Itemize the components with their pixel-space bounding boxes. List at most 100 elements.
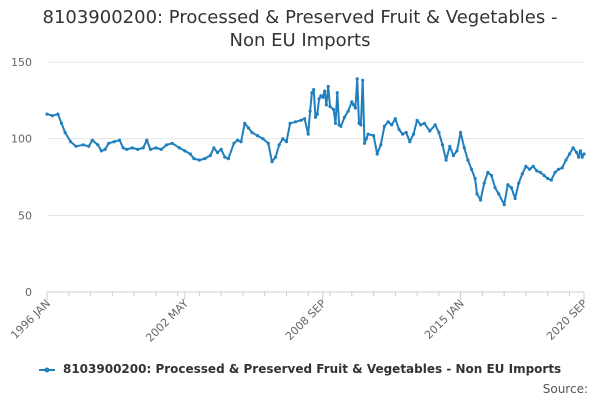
data-point[interactable] <box>112 140 116 144</box>
data-point[interactable] <box>284 140 289 144</box>
data-point[interactable] <box>183 149 187 153</box>
data-point[interactable] <box>299 118 303 122</box>
data-point[interactable] <box>223 155 227 159</box>
data-point[interactable] <box>415 118 419 122</box>
data-point[interactable] <box>353 106 357 110</box>
data-point[interactable] <box>270 160 274 164</box>
data-point[interactable] <box>553 170 557 174</box>
data-point[interactable] <box>321 95 325 99</box>
data-point[interactable] <box>277 143 281 147</box>
data-point[interactable] <box>393 117 397 121</box>
data-point[interactable] <box>226 157 230 161</box>
data-point[interactable] <box>549 178 553 182</box>
data-point[interactable] <box>333 121 338 125</box>
data-point[interactable] <box>235 138 240 142</box>
data-point[interactable] <box>250 130 254 135</box>
data-point[interactable] <box>154 146 158 150</box>
data-point[interactable] <box>81 143 85 147</box>
data-point[interactable] <box>192 157 196 161</box>
data-point[interactable] <box>350 100 354 104</box>
data-point[interactable] <box>266 141 270 145</box>
data-point[interactable] <box>56 112 60 116</box>
data-point[interactable] <box>469 167 474 171</box>
data-point[interactable] <box>243 121 247 125</box>
data-point[interactable] <box>577 155 581 159</box>
data-point[interactable] <box>99 149 103 153</box>
data-point[interactable] <box>542 173 546 178</box>
series-layer[interactable] <box>45 77 586 207</box>
data-point[interactable] <box>69 140 73 144</box>
data-point[interactable] <box>372 134 376 138</box>
data-point[interactable] <box>103 147 107 151</box>
data-point[interactable] <box>408 140 412 144</box>
data-point[interactable] <box>390 123 394 127</box>
data-point[interactable] <box>346 109 350 113</box>
data-point[interactable] <box>580 155 584 159</box>
data-point[interactable] <box>215 150 220 155</box>
data-point[interactable] <box>59 121 64 125</box>
data-point[interactable] <box>535 169 539 173</box>
legend[interactable]: 8103900200: Processed & Preserved Fruit … <box>0 362 600 376</box>
data-point[interactable] <box>159 147 163 151</box>
data-point[interactable] <box>397 127 401 132</box>
data-point[interactable] <box>232 141 236 145</box>
data-point[interactable] <box>502 203 506 207</box>
data-point[interactable] <box>386 120 390 124</box>
data-point[interactable] <box>45 112 49 116</box>
data-point[interactable] <box>165 143 169 147</box>
data-point[interactable] <box>303 117 307 121</box>
data-point[interactable] <box>497 192 501 196</box>
data-point[interactable] <box>130 146 134 150</box>
data-point[interactable] <box>355 77 359 81</box>
data-point[interactable] <box>308 109 312 113</box>
data-point[interactable] <box>578 149 583 153</box>
data-point[interactable] <box>489 173 494 178</box>
data-point[interactable] <box>513 196 517 201</box>
data-point[interactable] <box>557 167 561 171</box>
data-point[interactable] <box>546 176 550 181</box>
data-point[interactable] <box>404 130 408 135</box>
data-point[interactable] <box>448 144 452 148</box>
data-point[interactable] <box>317 97 321 101</box>
data-point[interactable] <box>324 103 328 107</box>
data-point[interactable] <box>575 150 579 155</box>
data-point[interactable] <box>246 126 250 130</box>
data-point[interactable] <box>560 166 564 170</box>
data-point[interactable] <box>177 146 181 150</box>
data-point[interactable] <box>90 138 94 142</box>
data-point[interactable] <box>118 138 122 142</box>
data-point[interactable] <box>107 141 111 145</box>
data-point[interactable] <box>359 123 363 127</box>
data-point[interactable] <box>382 124 386 128</box>
data-point[interactable] <box>87 144 91 148</box>
data-point[interactable] <box>361 78 365 82</box>
data-point[interactable] <box>315 112 319 116</box>
data-point[interactable] <box>332 107 336 112</box>
data-point[interactable] <box>462 146 466 150</box>
data-point[interactable] <box>219 147 223 151</box>
data-point[interactable] <box>323 89 327 93</box>
data-point[interactable] <box>437 130 441 135</box>
data-point[interactable] <box>459 130 463 135</box>
data-point[interactable] <box>506 183 510 187</box>
data-point[interactable] <box>475 192 479 196</box>
data-point[interactable] <box>63 130 67 135</box>
data-point[interactable] <box>520 172 524 176</box>
data-point[interactable] <box>479 198 483 202</box>
data-point[interactable] <box>366 132 370 136</box>
data-point[interactable] <box>74 144 78 148</box>
data-point[interactable] <box>281 137 285 141</box>
data-point[interactable] <box>411 132 416 136</box>
data-point[interactable] <box>567 152 572 156</box>
series-line[interactable] <box>46 77 585 206</box>
data-point[interactable] <box>50 114 55 118</box>
data-point[interactable] <box>444 158 448 162</box>
data-point[interactable] <box>531 164 535 168</box>
data-point[interactable] <box>362 141 367 145</box>
data-point[interactable] <box>509 186 513 190</box>
data-point[interactable] <box>188 152 192 156</box>
data-point[interactable] <box>208 153 212 158</box>
data-point[interactable] <box>473 176 477 181</box>
data-point[interactable] <box>306 132 310 136</box>
data-point[interactable] <box>342 115 347 119</box>
